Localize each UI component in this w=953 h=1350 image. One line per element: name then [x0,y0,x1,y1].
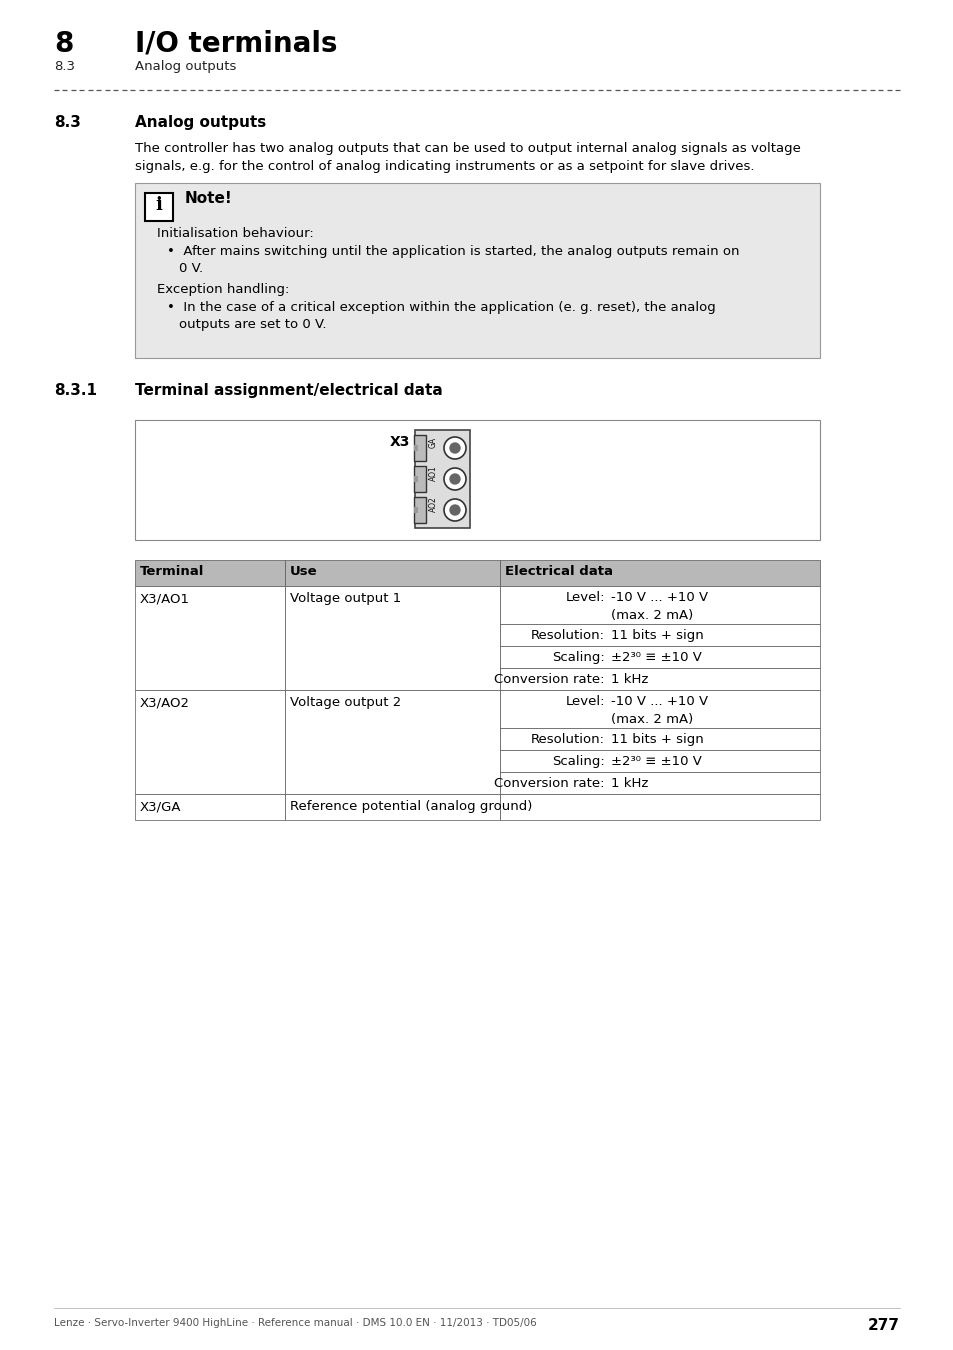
Text: 8.3.1: 8.3.1 [54,383,97,398]
Bar [285,586,499,690]
Circle shape [450,505,459,514]
Text: ±2³⁰ ≡ ±10 V: ±2³⁰ ≡ ±10 V [610,755,701,768]
Bar [145,193,172,221]
Text: 0 V.: 0 V. [179,262,203,275]
Bar [414,446,417,451]
Text: Voltage output 1: Voltage output 1 [290,593,401,605]
Text: Terminal: Terminal [140,566,204,578]
Text: X3: X3 [390,435,410,450]
Bar [499,690,820,728]
Text: Analog outputs: Analog outputs [135,115,266,130]
Bar [499,668,820,690]
Text: AO1: AO1 [428,466,437,481]
Circle shape [443,468,465,490]
Text: 277: 277 [867,1318,899,1332]
Circle shape [450,474,459,485]
Text: Voltage output 2: Voltage output 2 [290,697,401,709]
Text: Exception handling:: Exception handling: [157,284,289,296]
Text: 11 bits + sign: 11 bits + sign [610,629,703,643]
Bar [415,431,470,528]
Bar [285,690,499,794]
Text: 8.3: 8.3 [54,115,81,130]
Text: Analog outputs: Analog outputs [135,59,236,73]
Text: Scaling:: Scaling: [552,755,604,768]
Text: •  In the case of a critical exception within the application (e. g. reset), the: • In the case of a critical exception wi… [167,301,715,315]
Circle shape [443,500,465,521]
Text: I/O terminals: I/O terminals [135,30,337,58]
Bar [499,772,820,794]
Bar [135,690,285,794]
Text: AO2: AO2 [428,497,437,512]
Text: 8.3: 8.3 [54,59,75,73]
Text: Level:: Level: [565,695,604,707]
Text: Conversion rate:: Conversion rate: [494,778,604,790]
Bar [499,751,820,772]
Text: Lenze · Servo-Inverter 9400 HighLine · Reference manual · DMS 10.0 EN · 11/2013 : Lenze · Servo-Inverter 9400 HighLine · R… [54,1318,537,1328]
Bar [135,420,820,540]
Text: Electrical data: Electrical data [504,566,613,578]
Text: X3/AO1: X3/AO1 [140,593,190,605]
Bar [135,794,285,819]
Text: signals, e.g. for the control of analog indicating instruments or as a setpoint : signals, e.g. for the control of analog … [135,161,754,173]
Text: GA: GA [428,436,437,448]
Circle shape [443,437,465,459]
Bar [414,477,417,482]
Text: Initialisation behaviour:: Initialisation behaviour: [157,227,314,240]
Bar [499,560,820,586]
Text: Reference potential (analog ground): Reference potential (analog ground) [290,801,532,813]
Text: Note!: Note! [185,190,233,207]
Bar [499,586,820,624]
Text: -10 V ... +10 V
(max. 2 mA): -10 V ... +10 V (max. 2 mA) [610,591,707,621]
Bar [414,508,417,513]
Text: 8: 8 [54,30,73,58]
Text: X3/AO2: X3/AO2 [140,697,190,709]
Text: 1 kHz: 1 kHz [610,674,648,686]
Text: •  After mains switching until the application is started, the analog outputs re: • After mains switching until the applic… [167,244,739,258]
Text: i: i [155,196,162,215]
Text: 11 bits + sign: 11 bits + sign [610,733,703,747]
Text: Scaling:: Scaling: [552,651,604,664]
Text: X3/GA: X3/GA [140,801,181,813]
Bar [499,794,820,819]
Text: Level:: Level: [565,591,604,603]
Bar [285,560,499,586]
Text: outputs are set to 0 V.: outputs are set to 0 V. [179,319,326,331]
Text: -10 V ... +10 V
(max. 2 mA): -10 V ... +10 V (max. 2 mA) [610,695,707,725]
Text: Use: Use [290,566,317,578]
Bar [414,466,426,491]
Bar [499,728,820,751]
Circle shape [450,443,459,454]
Bar [135,560,285,586]
Bar [499,624,820,647]
Text: The controller has two analog outputs that can be used to output internal analog: The controller has two analog outputs th… [135,142,800,155]
Bar [135,586,285,690]
Text: Terminal assignment/electrical data: Terminal assignment/electrical data [135,383,442,398]
Bar [135,184,820,358]
Bar [499,647,820,668]
Text: ±2³⁰ ≡ ±10 V: ±2³⁰ ≡ ±10 V [610,651,701,664]
Bar [414,497,426,522]
Bar [414,435,426,460]
Text: Conversion rate:: Conversion rate: [494,674,604,686]
Text: Resolution:: Resolution: [531,733,604,747]
Bar [285,794,499,819]
Text: Resolution:: Resolution: [531,629,604,643]
Text: 1 kHz: 1 kHz [610,778,648,790]
